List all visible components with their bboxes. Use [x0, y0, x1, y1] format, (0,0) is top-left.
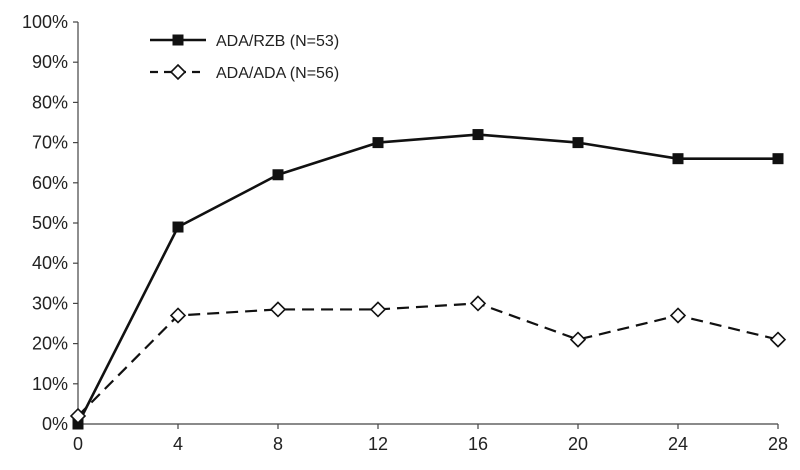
y-tick-label: 80% [32, 92, 68, 112]
x-tick-label: 12 [368, 434, 388, 454]
x-tick-label: 8 [273, 434, 283, 454]
x-tick-label: 24 [668, 434, 688, 454]
series-line [77, 302, 779, 417]
data-point [569, 331, 587, 348]
data-point [272, 169, 284, 181]
data-point [269, 301, 287, 318]
data-point [369, 301, 387, 318]
legend-label: ADA/ADA (N=56) [216, 65, 339, 82]
series-layer [69, 129, 787, 430]
legend-marker [172, 34, 184, 46]
y-tick-label: 20% [32, 334, 68, 354]
data-point [172, 221, 184, 233]
y-tick-label: 0% [42, 414, 68, 434]
legend-item: ADA/RZB (N=53) [150, 33, 339, 50]
x-axis-ticks: 0 4 8 12 16 20 24 28 [73, 424, 788, 454]
y-axis-ticks: 0% 10% 20% 30% 40% 50% 60% 70% 80% 90% 100% [22, 12, 78, 434]
x-tick-label: 0 [73, 434, 83, 454]
y-tick-label: 40% [32, 253, 68, 273]
x-tick-label: 16 [468, 434, 488, 454]
x-tick-label: 20 [568, 434, 588, 454]
y-tick-label: 50% [32, 213, 68, 233]
series-1 [72, 129, 784, 430]
legend-marker [169, 63, 187, 81]
data-point [372, 137, 384, 149]
legend-label: ADA/RZB (N=53) [216, 33, 339, 50]
x-tick-label: 4 [173, 434, 183, 454]
data-point [69, 407, 87, 425]
y-tick-label: 100% [22, 12, 68, 32]
series-2 [69, 295, 787, 425]
data-point [572, 137, 584, 149]
y-tick-label: 30% [32, 293, 68, 313]
data-point [169, 307, 187, 324]
data-point [669, 307, 687, 324]
series-line [76, 133, 778, 425]
data-point [769, 331, 787, 348]
data-point [772, 153, 784, 165]
legend-item: ADA/ADA (N=56) [150, 63, 339, 82]
data-point [469, 295, 487, 312]
data-point [672, 153, 684, 165]
data-point [472, 129, 484, 141]
y-tick-label: 90% [32, 52, 68, 72]
legend: ADA/RZB (N=53) ADA/ADA (N=56) [150, 33, 339, 82]
y-tick-label: 70% [32, 133, 68, 153]
y-tick-label: 10% [32, 374, 68, 394]
y-tick-label: 60% [32, 173, 68, 193]
x-tick-label: 28 [768, 434, 788, 454]
